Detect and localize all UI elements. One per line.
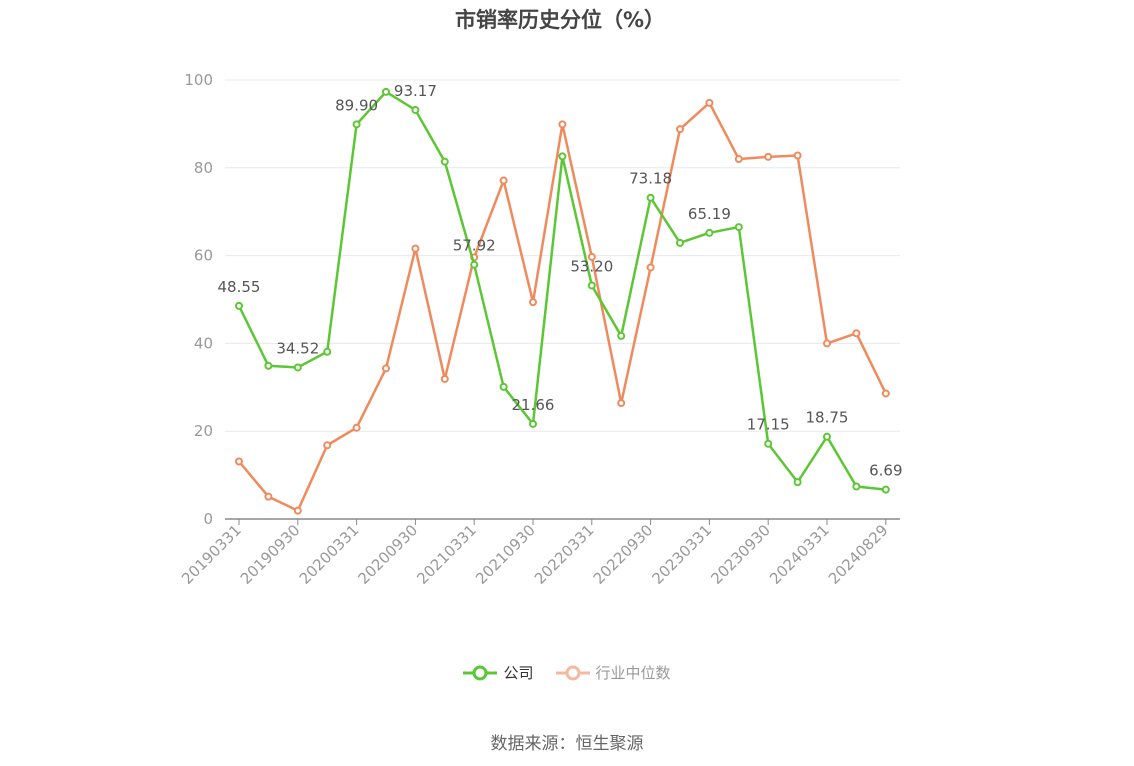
data-point	[823, 339, 831, 348]
data-point	[676, 125, 684, 134]
source-note: 数据来源：恒生聚源	[490, 734, 644, 754]
x-tick-label: 20240331	[766, 521, 833, 588]
data-point	[264, 361, 273, 370]
legend-label-company: 公司	[503, 664, 534, 682]
x-tick-label: 20200331	[296, 521, 363, 588]
grid-lines	[225, 79, 900, 432]
data-point	[382, 364, 390, 373]
data-point	[852, 329, 861, 338]
data-point	[587, 281, 596, 290]
data-point	[293, 506, 302, 515]
data-point	[881, 389, 890, 398]
legend-item-company[interactable]: 公司	[463, 662, 534, 683]
data-point	[558, 120, 567, 129]
data-point	[323, 347, 332, 356]
data-point	[293, 363, 302, 372]
data-point	[852, 482, 861, 491]
data-point	[617, 331, 626, 340]
x-tick-label: 20200930	[355, 521, 422, 588]
data-label: 6.69	[869, 462, 902, 480]
x-tick-label: 20210331	[413, 521, 480, 588]
data-label: 65.19	[688, 205, 731, 223]
data-label: 18.75	[806, 409, 849, 427]
data-point	[235, 301, 243, 310]
data-point	[646, 263, 655, 272]
x-tick-label: 20190331	[178, 521, 245, 588]
data-label: 93.17	[394, 82, 437, 100]
x-tick-label: 20230331	[649, 521, 716, 588]
legend-item-industry-median[interactable]: 行业中位数	[555, 662, 671, 683]
data-label: 34.52	[276, 339, 319, 357]
data-point	[734, 155, 743, 164]
data-label: 89.90	[335, 96, 378, 114]
data-point	[764, 152, 773, 161]
data-point	[382, 87, 390, 96]
x-tick-label: 20230930	[707, 521, 774, 588]
legend-marker-industry-median	[555, 665, 590, 680]
data-point	[705, 228, 714, 237]
data-point	[676, 238, 684, 247]
data-point	[734, 223, 743, 232]
data-labels: 48.55 34.52 89.90 93.17 57.92 21.66 53.20 73.18…	[218, 82, 903, 480]
data-point	[646, 193, 655, 202]
x-tick-label: 20190930	[237, 521, 304, 588]
data-point	[499, 382, 508, 391]
data-point	[411, 105, 420, 114]
y-tick-label: 20	[194, 422, 213, 440]
data-label: 57.92	[453, 237, 496, 255]
data-label: 21.66	[512, 396, 555, 414]
data-point	[764, 439, 773, 448]
data-label: 48.55	[218, 278, 261, 296]
data-point	[470, 260, 479, 269]
x-tick-label: 20240829	[825, 521, 892, 588]
series-lines	[235, 87, 890, 515]
data-point	[264, 492, 273, 501]
data-point	[499, 176, 508, 185]
axes: 0 20 40 60 80 100 2019033120190930202003312020…	[178, 71, 900, 588]
chart: 0 20 40 60 80 100 2019033120190930202003312020…	[178, 71, 903, 588]
data-point	[617, 399, 626, 408]
data-point	[823, 432, 831, 441]
y-tick-label: 100	[184, 71, 213, 89]
data-point	[793, 151, 802, 160]
data-point	[558, 152, 567, 161]
data-point	[705, 98, 714, 107]
data-point	[411, 244, 420, 253]
x-tick-label: 20210930	[472, 521, 539, 588]
x-tick-label: 20220331	[531, 521, 598, 588]
data-point	[440, 157, 449, 166]
data-point	[529, 298, 537, 307]
data-label: 17.15	[747, 416, 790, 434]
chart-title: 市销率历史分位（%）	[454, 8, 666, 32]
data-point	[440, 374, 449, 383]
y-tick-label: 0	[203, 510, 213, 528]
data-label: 73.18	[629, 170, 672, 188]
data-point	[352, 423, 361, 432]
data-label: 53.20	[570, 257, 613, 275]
legend-label-industry-median: 行业中位数	[595, 664, 671, 682]
data-point	[529, 419, 537, 428]
data-point	[323, 441, 332, 450]
x-tick-label: 20220930	[590, 521, 657, 588]
data-point	[352, 120, 361, 129]
data-point	[881, 485, 890, 494]
y-tick-label: 60	[194, 247, 213, 265]
legend-marker-company	[463, 665, 498, 680]
data-point	[235, 457, 243, 466]
data-point	[793, 478, 802, 487]
y-tick-label: 80	[194, 159, 213, 177]
data-point	[587, 252, 596, 261]
y-tick-label: 40	[194, 334, 213, 352]
legend: 公司 行业中位数	[0, 662, 1134, 683]
